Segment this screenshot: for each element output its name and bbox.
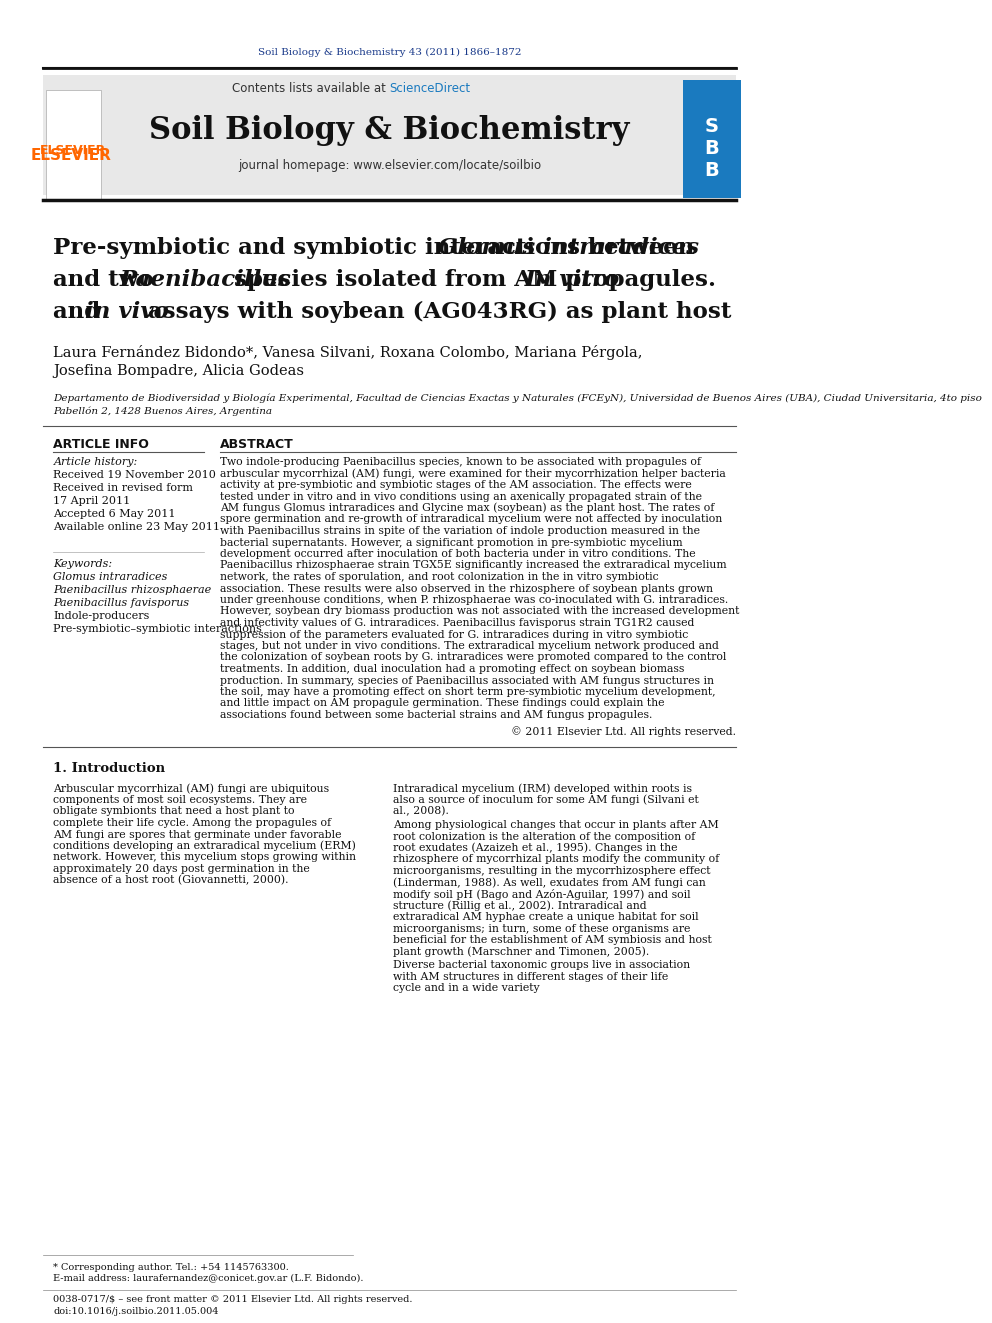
Text: structure (Rillig et al., 2002). Intraradical and: structure (Rillig et al., 2002). Intrara… — [393, 900, 647, 910]
Text: Paenibacillus rhizosphaerae strain TGX5E significantly increased the extraradica: Paenibacillus rhizosphaerae strain TGX5E… — [220, 561, 726, 570]
Text: al., 2008).: al., 2008). — [393, 806, 448, 816]
Text: ELSEVIER: ELSEVIER — [40, 143, 106, 156]
Text: and two: and two — [54, 269, 162, 291]
Text: and: and — [54, 302, 108, 323]
Text: Pabellón 2, 1428 Buenos Aires, Argentina: Pabellón 2, 1428 Buenos Aires, Argentina — [54, 406, 273, 415]
Text: species isolated from AM propagules.: species isolated from AM propagules. — [226, 269, 724, 291]
Text: stages, but not under in vivo conditions. The extraradical mycelium network prod: stages, but not under in vivo conditions… — [220, 642, 719, 651]
Text: under greenhouse conditions, when P. rhizosphaerae was co-inoculated with G. int: under greenhouse conditions, when P. rhi… — [220, 595, 728, 605]
Text: root exudates (Azaizeh et al., 1995). Changes in the: root exudates (Azaizeh et al., 1995). Ch… — [393, 843, 678, 853]
Text: Received in revised form: Received in revised form — [54, 483, 193, 493]
Text: also a source of inoculum for some AM fungi (Silvani et: also a source of inoculum for some AM fu… — [393, 795, 698, 806]
Text: extraradical AM hyphae create a unique habitat for soil: extraradical AM hyphae create a unique h… — [393, 912, 698, 922]
Text: In vitro: In vitro — [525, 269, 620, 291]
Text: * Corresponding author. Tel.: +54 1145763300.: * Corresponding author. Tel.: +54 114576… — [54, 1262, 290, 1271]
Text: network, the rates of sporulation, and root colonization in the in vitro symbiot: network, the rates of sporulation, and r… — [220, 572, 659, 582]
Text: Pre-symbiotic–symbiotic interactions: Pre-symbiotic–symbiotic interactions — [54, 624, 262, 634]
FancyBboxPatch shape — [46, 90, 100, 200]
Text: Soil Biology & Biochemistry 43 (2011) 1866–1872: Soil Biology & Biochemistry 43 (2011) 18… — [258, 48, 522, 57]
Text: in vivo: in vivo — [85, 302, 169, 323]
Text: ABSTRACT: ABSTRACT — [220, 438, 294, 451]
Text: journal homepage: www.elsevier.com/locate/soilbio: journal homepage: www.elsevier.com/locat… — [238, 159, 542, 172]
Text: Two indole-producing Paenibacillus species, known to be associated with propagul: Two indole-producing Paenibacillus speci… — [220, 456, 701, 467]
Text: 17 April 2011: 17 April 2011 — [54, 496, 131, 505]
Text: Keywords:: Keywords: — [54, 560, 112, 569]
Text: ScienceDirect: ScienceDirect — [390, 82, 471, 94]
Text: Laura Fernández Bidondo*, Vanesa Silvani, Roxana Colombo, Mariana Pérgola,: Laura Fernández Bidondo*, Vanesa Silvani… — [54, 345, 643, 360]
Text: bacterial supernatants. However, a significant promotion in pre-symbiotic myceli: bacterial supernatants. However, a signi… — [220, 537, 682, 548]
Text: doi:10.1016/j.soilbio.2011.05.004: doi:10.1016/j.soilbio.2011.05.004 — [54, 1307, 219, 1315]
Text: beneficial for the establishment of AM symbiosis and host: beneficial for the establishment of AM s… — [393, 935, 711, 945]
Text: Paenibacillus: Paenibacillus — [119, 269, 292, 291]
Text: 0038-0717/$ – see front matter © 2011 Elsevier Ltd. All rights reserved.: 0038-0717/$ – see front matter © 2011 El… — [54, 1295, 413, 1304]
Text: absence of a host root (Giovannetti, 2000).: absence of a host root (Giovannetti, 200… — [54, 876, 289, 885]
Text: Accepted 6 May 2011: Accepted 6 May 2011 — [54, 509, 176, 519]
Text: Arbuscular mycorrhizal (AM) fungi are ubiquitous: Arbuscular mycorrhizal (AM) fungi are ub… — [54, 783, 329, 794]
Text: Soil Biology & Biochemistry: Soil Biology & Biochemistry — [150, 115, 630, 146]
Text: Pre-symbiotic and symbiotic interactions between: Pre-symbiotic and symbiotic interactions… — [54, 237, 702, 259]
Text: microorganisms; in turn, some of these organisms are: microorganisms; in turn, some of these o… — [393, 923, 690, 934]
Text: components of most soil ecosystems. They are: components of most soil ecosystems. They… — [54, 795, 308, 804]
Text: conditions developing an extraradical mycelium (ERM): conditions developing an extraradical my… — [54, 840, 356, 851]
Text: plant growth (Marschner and Timonen, 2005).: plant growth (Marschner and Timonen, 200… — [393, 946, 649, 957]
Text: Among physiological changes that occur in plants after AM: Among physiological changes that occur i… — [393, 820, 718, 830]
Text: treatments. In addition, dual inoculation had a promoting effect on soybean biom: treatments. In addition, dual inoculatio… — [220, 664, 684, 673]
Text: Glomus intraradices: Glomus intraradices — [54, 572, 168, 582]
Text: Indole-producers: Indole-producers — [54, 611, 150, 620]
Text: ARTICLE INFO: ARTICLE INFO — [54, 438, 149, 451]
Text: approximately 20 days post germination in the: approximately 20 days post germination i… — [54, 864, 310, 875]
Text: Paenibacillus favisporus: Paenibacillus favisporus — [54, 598, 189, 609]
Text: development occurred after inoculation of both bacteria under in vitro condition: development occurred after inoculation o… — [220, 549, 695, 560]
Text: Available online 23 May 2011: Available online 23 May 2011 — [54, 523, 220, 532]
Text: network. However, this mycelium stops growing within: network. However, this mycelium stops gr… — [54, 852, 356, 863]
Text: root colonization is the alteration of the composition of: root colonization is the alteration of t… — [393, 831, 695, 841]
FancyBboxPatch shape — [683, 79, 741, 198]
Text: E-mail address: laurafernandez@conicet.gov.ar (L.F. Bidondo).: E-mail address: laurafernandez@conicet.g… — [54, 1274, 364, 1282]
Text: Departamento de Biodiversidad y Biología Experimental, Facultad de Ciencias Exac: Departamento de Biodiversidad y Biología… — [54, 393, 982, 402]
Text: rhizosphere of mycorrhizal plants modify the community of: rhizosphere of mycorrhizal plants modify… — [393, 855, 719, 864]
Text: arbuscular mycorrhizal (AM) fungi, were examined for their mycorrhization helper: arbuscular mycorrhizal (AM) fungi, were … — [220, 468, 726, 479]
Text: with Paenibacillus strains in spite of the variation of indole production measur: with Paenibacillus strains in spite of t… — [220, 527, 700, 536]
Text: associations found between some bacterial strains and AM fungus propagules.: associations found between some bacteria… — [220, 710, 653, 720]
Text: and infectivity values of G. intraradices. Paenibacillus favisporus strain TG1R2: and infectivity values of G. intraradice… — [220, 618, 694, 628]
Text: spore germination and re-growth of intraradical mycelium were not affected by in: spore germination and re-growth of intra… — [220, 515, 722, 524]
Text: 1. Introduction: 1. Introduction — [54, 762, 166, 775]
Text: cycle and in a wide variety: cycle and in a wide variety — [393, 983, 540, 994]
FancyBboxPatch shape — [44, 75, 736, 194]
Text: Josefina Bompadre, Alicia Godeas: Josefina Bompadre, Alicia Godeas — [54, 364, 305, 378]
Text: Glomus intraradices: Glomus intraradices — [438, 237, 699, 259]
Text: microorganisms, resulting in the mycorrhizosphere effect: microorganisms, resulting in the mycorrh… — [393, 867, 710, 876]
Text: assays with soybean (AG043RG) as plant host: assays with soybean (AG043RG) as plant h… — [140, 300, 731, 323]
Text: ELSEVIER: ELSEVIER — [31, 147, 111, 163]
Text: suppression of the parameters evaluated for G. intraradices during in vitro symb: suppression of the parameters evaluated … — [220, 630, 688, 639]
Text: the soil, may have a promoting effect on short term pre-symbiotic mycelium devel: the soil, may have a promoting effect on… — [220, 687, 715, 697]
Text: Article history:: Article history: — [54, 456, 138, 467]
Text: association. These results were also observed in the rhizosphere of soybean plan: association. These results were also obs… — [220, 583, 713, 594]
Text: and little impact on AM propagule germination. These findings could explain the: and little impact on AM propagule germin… — [220, 699, 665, 709]
Text: Diverse bacterial taxonomic groups live in association: Diverse bacterial taxonomic groups live … — [393, 960, 689, 970]
Text: Intraradical mycelium (IRM) developed within roots is: Intraradical mycelium (IRM) developed wi… — [393, 783, 691, 794]
Text: modify soil pH (Bago and Azón-Aguilar, 1997) and soil: modify soil pH (Bago and Azón-Aguilar, 1… — [393, 889, 690, 900]
Text: © 2011 Elsevier Ltd. All rights reserved.: © 2011 Elsevier Ltd. All rights reserved… — [511, 726, 736, 737]
Text: with AM structures in different stages of their life: with AM structures in different stages o… — [393, 971, 668, 982]
Text: tested under in vitro and in vivo conditions using an axenically propagated stra: tested under in vitro and in vivo condit… — [220, 492, 702, 501]
Text: AM fungi are spores that germinate under favorable: AM fungi are spores that germinate under… — [54, 830, 342, 840]
Text: Received 19 November 2010: Received 19 November 2010 — [54, 470, 216, 480]
Text: production. In summary, species of Paenibacillus associated with AM fungus struc: production. In summary, species of Paeni… — [220, 676, 714, 685]
Text: Paenibacillus rhizosphaerae: Paenibacillus rhizosphaerae — [54, 585, 211, 595]
Text: the colonization of soybean roots by G. intraradices were promoted compared to t: the colonization of soybean roots by G. … — [220, 652, 726, 663]
Text: complete their life cycle. Among the propagules of: complete their life cycle. Among the pro… — [54, 818, 331, 828]
Text: AM fungus Glomus intraradices and Glycine max (soybean) as the plant host. The r: AM fungus Glomus intraradices and Glycin… — [220, 503, 714, 513]
Text: S
B
B: S B B — [704, 116, 719, 180]
Text: Contents lists available at: Contents lists available at — [232, 82, 390, 94]
Text: obligate symbionts that need a host plant to: obligate symbionts that need a host plan… — [54, 807, 295, 816]
Text: However, soybean dry biomass production was not associated with the increased de: However, soybean dry biomass production … — [220, 606, 739, 617]
Text: (Linderman, 1988). As well, exudates from AM fungi can: (Linderman, 1988). As well, exudates fro… — [393, 877, 705, 888]
Text: activity at pre-symbiotic and symbiotic stages of the AM association. The effect: activity at pre-symbiotic and symbiotic … — [220, 480, 691, 490]
